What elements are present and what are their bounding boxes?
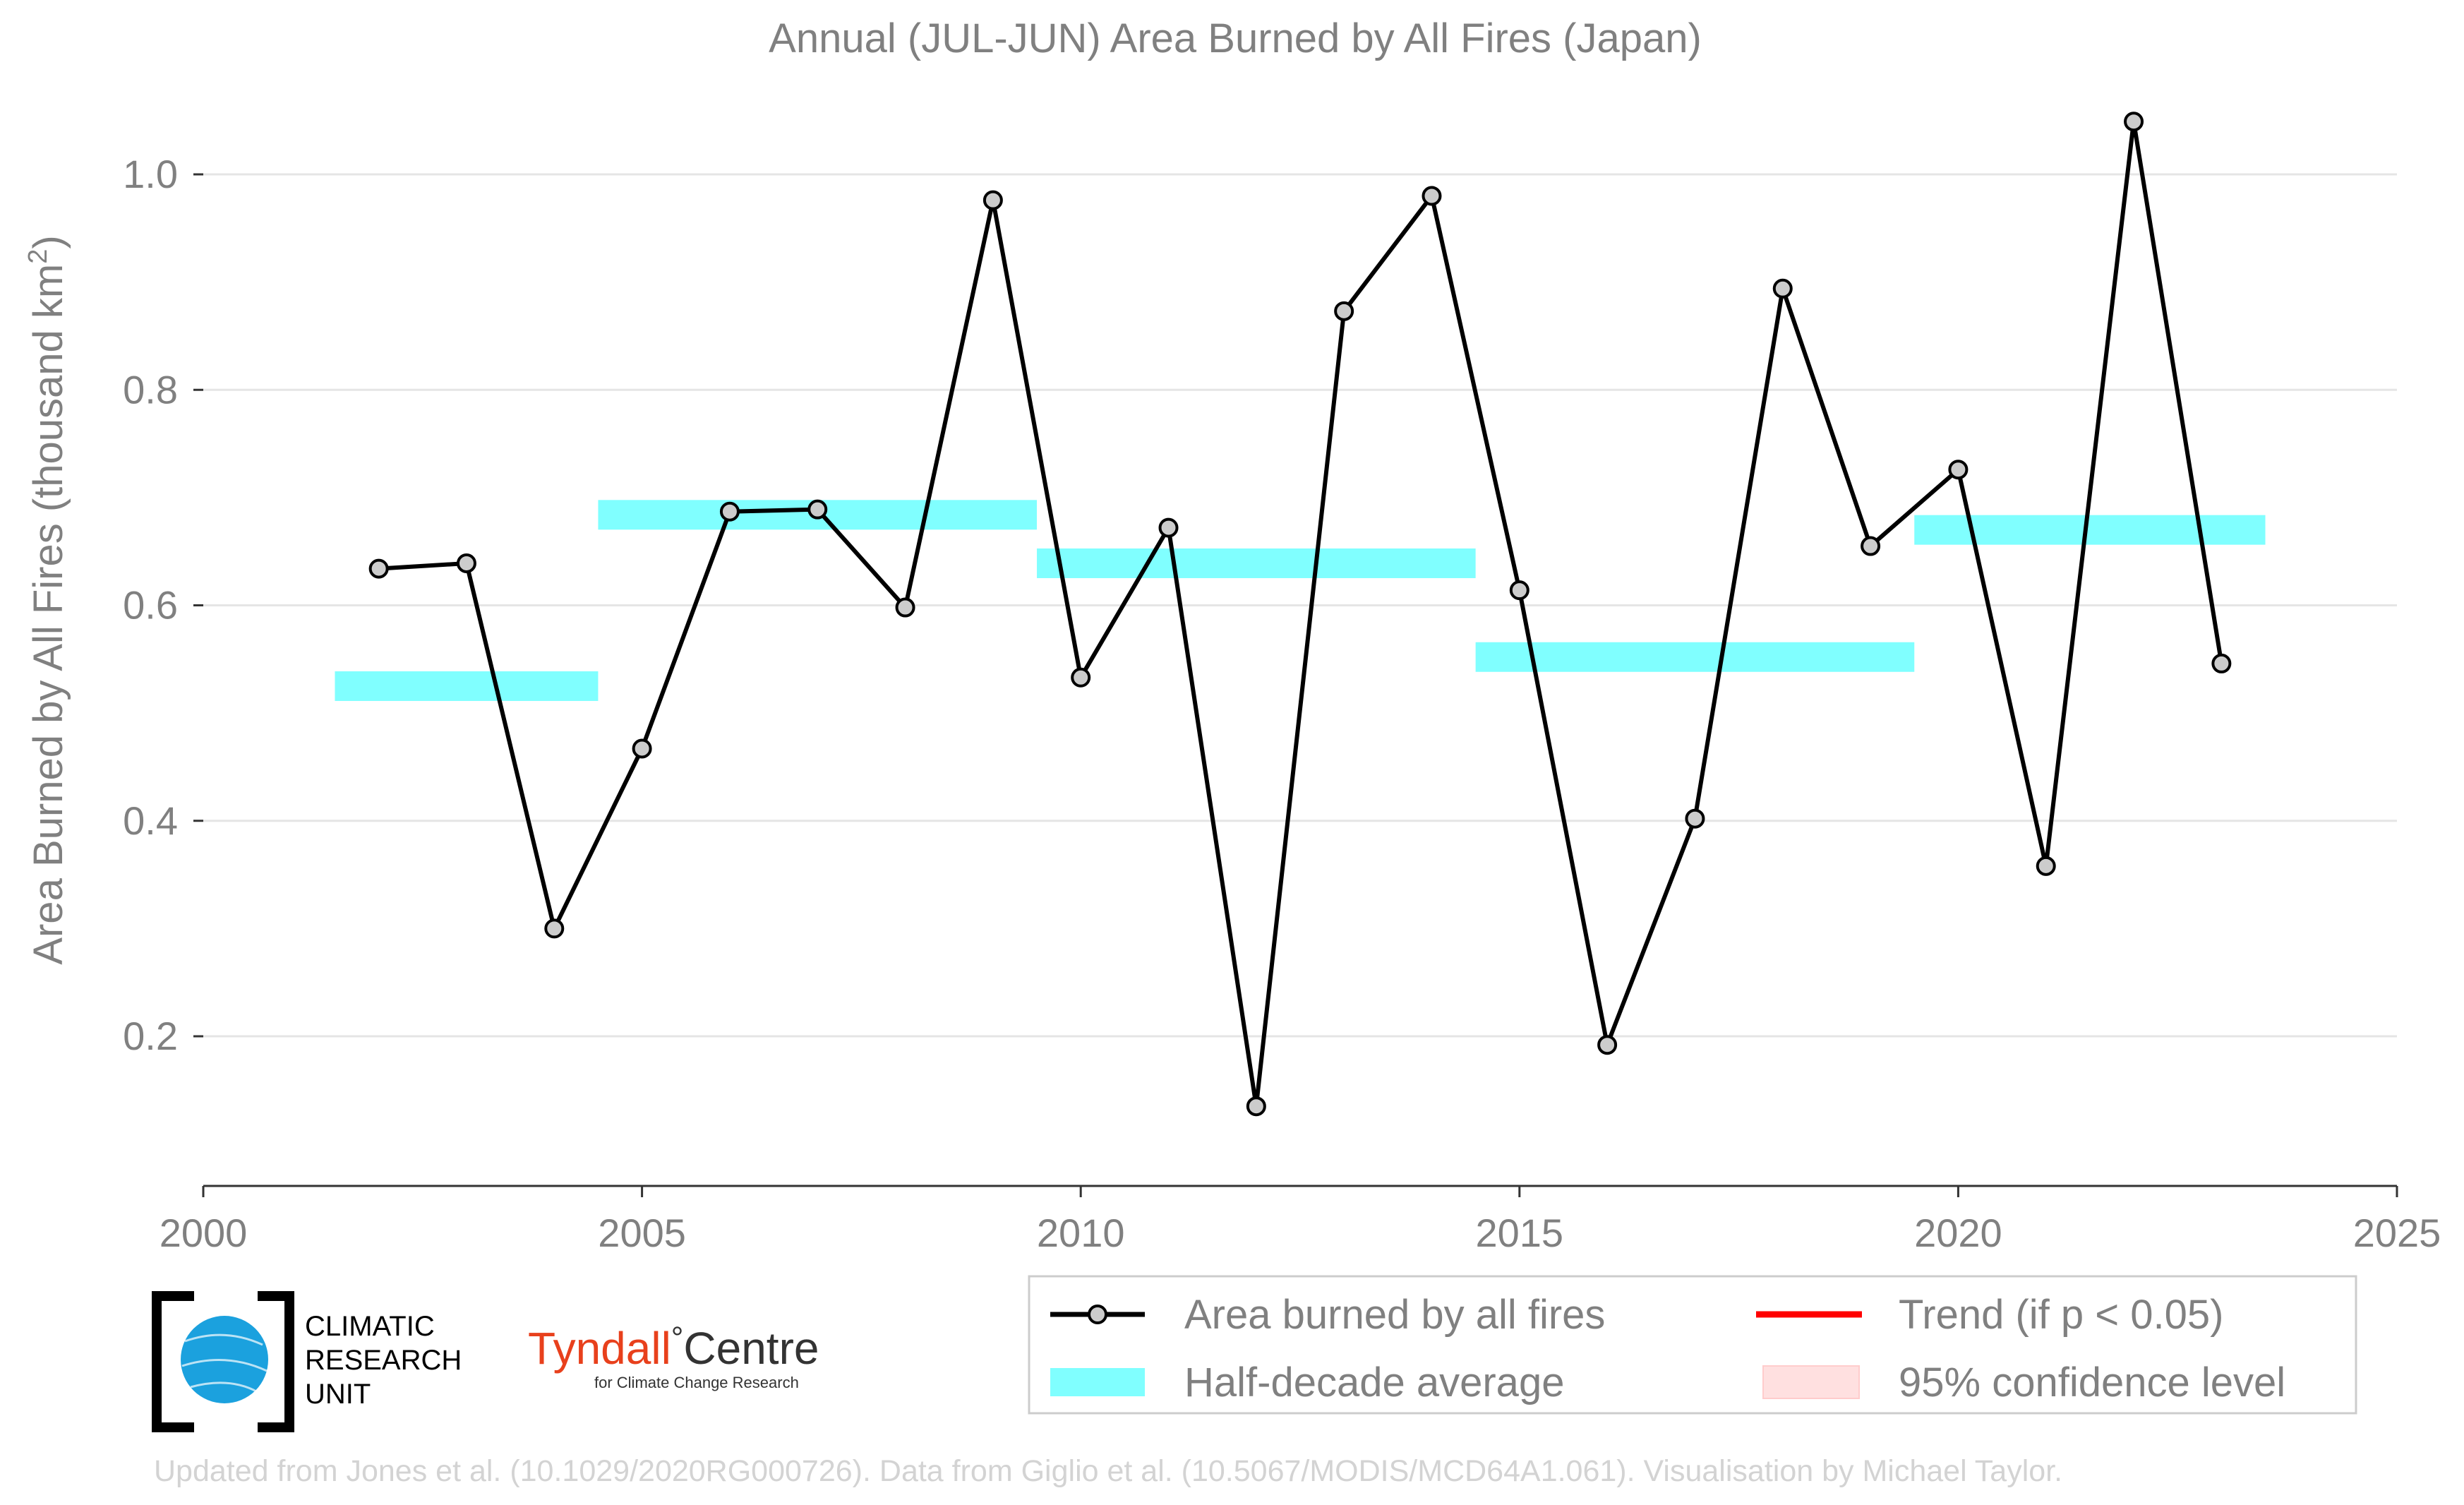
tyndall-logo-dark: Centre: [683, 1323, 819, 1374]
cru-logo-text-1: CLIMATIC: [305, 1311, 435, 1342]
data-point: [807, 499, 828, 520]
tyndall-logo-sub: for Climate Change Research: [594, 1374, 799, 1391]
legend-marker-symbol: [1088, 1305, 1107, 1324]
data-point: [544, 918, 565, 939]
area-burned-line: [378, 119, 2224, 1109]
y-axis-label-close: ): [25, 235, 71, 248]
data-point: [1685, 808, 1705, 829]
area-burned-series: [368, 112, 2232, 1117]
data-point: [719, 501, 740, 522]
y-axis-label-sup: 2: [23, 249, 53, 264]
x-tick-label: 2010: [1037, 1211, 1125, 1255]
chart-title: Annual (JUL-JUN) Area Burned by All Fire…: [769, 16, 1702, 61]
legend-band-symbol: [1050, 1368, 1145, 1396]
legend-confidence-symbol: [1762, 1365, 1860, 1399]
legend-label-half-decade: Half-decade average: [1184, 1360, 1564, 1405]
axes: 0.2 0.4 0.6 0.8 1.0 2000 2005 2010 2015 2020 2025: [123, 152, 2441, 1255]
tyndall-logo-main: Tyndall°Centre: [528, 1321, 819, 1374]
data-point: [1509, 580, 1530, 601]
y-tick-label: 0.8: [123, 367, 178, 412]
data-point: [1422, 186, 1442, 206]
data-point: [1772, 278, 1793, 299]
half-decade-average-bands: [335, 500, 2266, 701]
x-tick-label: 2015: [1476, 1211, 1564, 1255]
y-tick-label: 0.2: [123, 1014, 178, 1058]
cru-logo-frame: [152, 1291, 294, 1432]
data-point: [895, 597, 915, 618]
data-point: [2036, 856, 2056, 876]
x-tick-label: 2025: [2353, 1211, 2441, 1255]
data-point: [632, 738, 652, 759]
cru-logo: CLIMATIC RESEARCH UNIT: [152, 1291, 462, 1432]
legend-label-trend: Trend (if p < 0.05): [1899, 1292, 2223, 1338]
half-decade-band: [1475, 642, 1915, 672]
legend: Area burned by all fires Trend (if p < 0…: [1028, 1275, 2357, 1415]
data-point: [456, 553, 476, 573]
data-point: [1246, 1096, 1266, 1117]
x-tick-label: 2020: [1914, 1211, 2002, 1255]
tyndall-logo-red: Tyndall: [528, 1323, 671, 1374]
tyndall-logo-degree: °: [671, 1321, 684, 1355]
data-point: [1948, 460, 1969, 480]
credit-line: Updated from Jones et al. (10.1029/2020R…: [154, 1454, 2062, 1488]
data-point: [1597, 1035, 1618, 1055]
data-point: [1861, 536, 1881, 556]
legend-label-area-burned: Area burned by all fires: [1184, 1292, 1605, 1338]
x-tick-label: 2000: [160, 1211, 248, 1255]
half-decade-band: [335, 671, 599, 701]
cru-globe-lines-icon: [181, 1333, 268, 1393]
y-axis-label-main: Area Burned by All Fires (thousand km: [25, 264, 71, 965]
y-tick-label: 0.4: [123, 798, 178, 843]
data-point: [2211, 653, 2232, 673]
data-point: [1334, 301, 1354, 321]
legend-frame: [1028, 1275, 2357, 1415]
data-point: [368, 558, 389, 579]
y-axis-label: Area Burned by All Fires (thousand km2): [23, 235, 71, 964]
cru-logo-text-2: RESEARCH: [305, 1345, 462, 1376]
y-tick-label: 1.0: [123, 152, 178, 196]
data-point: [982, 190, 1003, 210]
cru-logo-text-3: UNIT: [305, 1379, 371, 1410]
y-tick-label: 0.6: [123, 583, 178, 628]
tyndall-logo: Tyndall°Centre for Climate Change Resear…: [528, 1321, 819, 1391]
half-decade-band: [1914, 515, 2266, 545]
legend-label-confidence: 95% confidence level: [1899, 1360, 2285, 1405]
data-point: [1158, 517, 1179, 538]
x-tick-label: 2005: [598, 1211, 686, 1255]
data-point: [1071, 667, 1091, 688]
data-point: [2124, 112, 2144, 132]
half-decade-band: [1037, 548, 1476, 578]
grid-lines: [203, 173, 2397, 1038]
